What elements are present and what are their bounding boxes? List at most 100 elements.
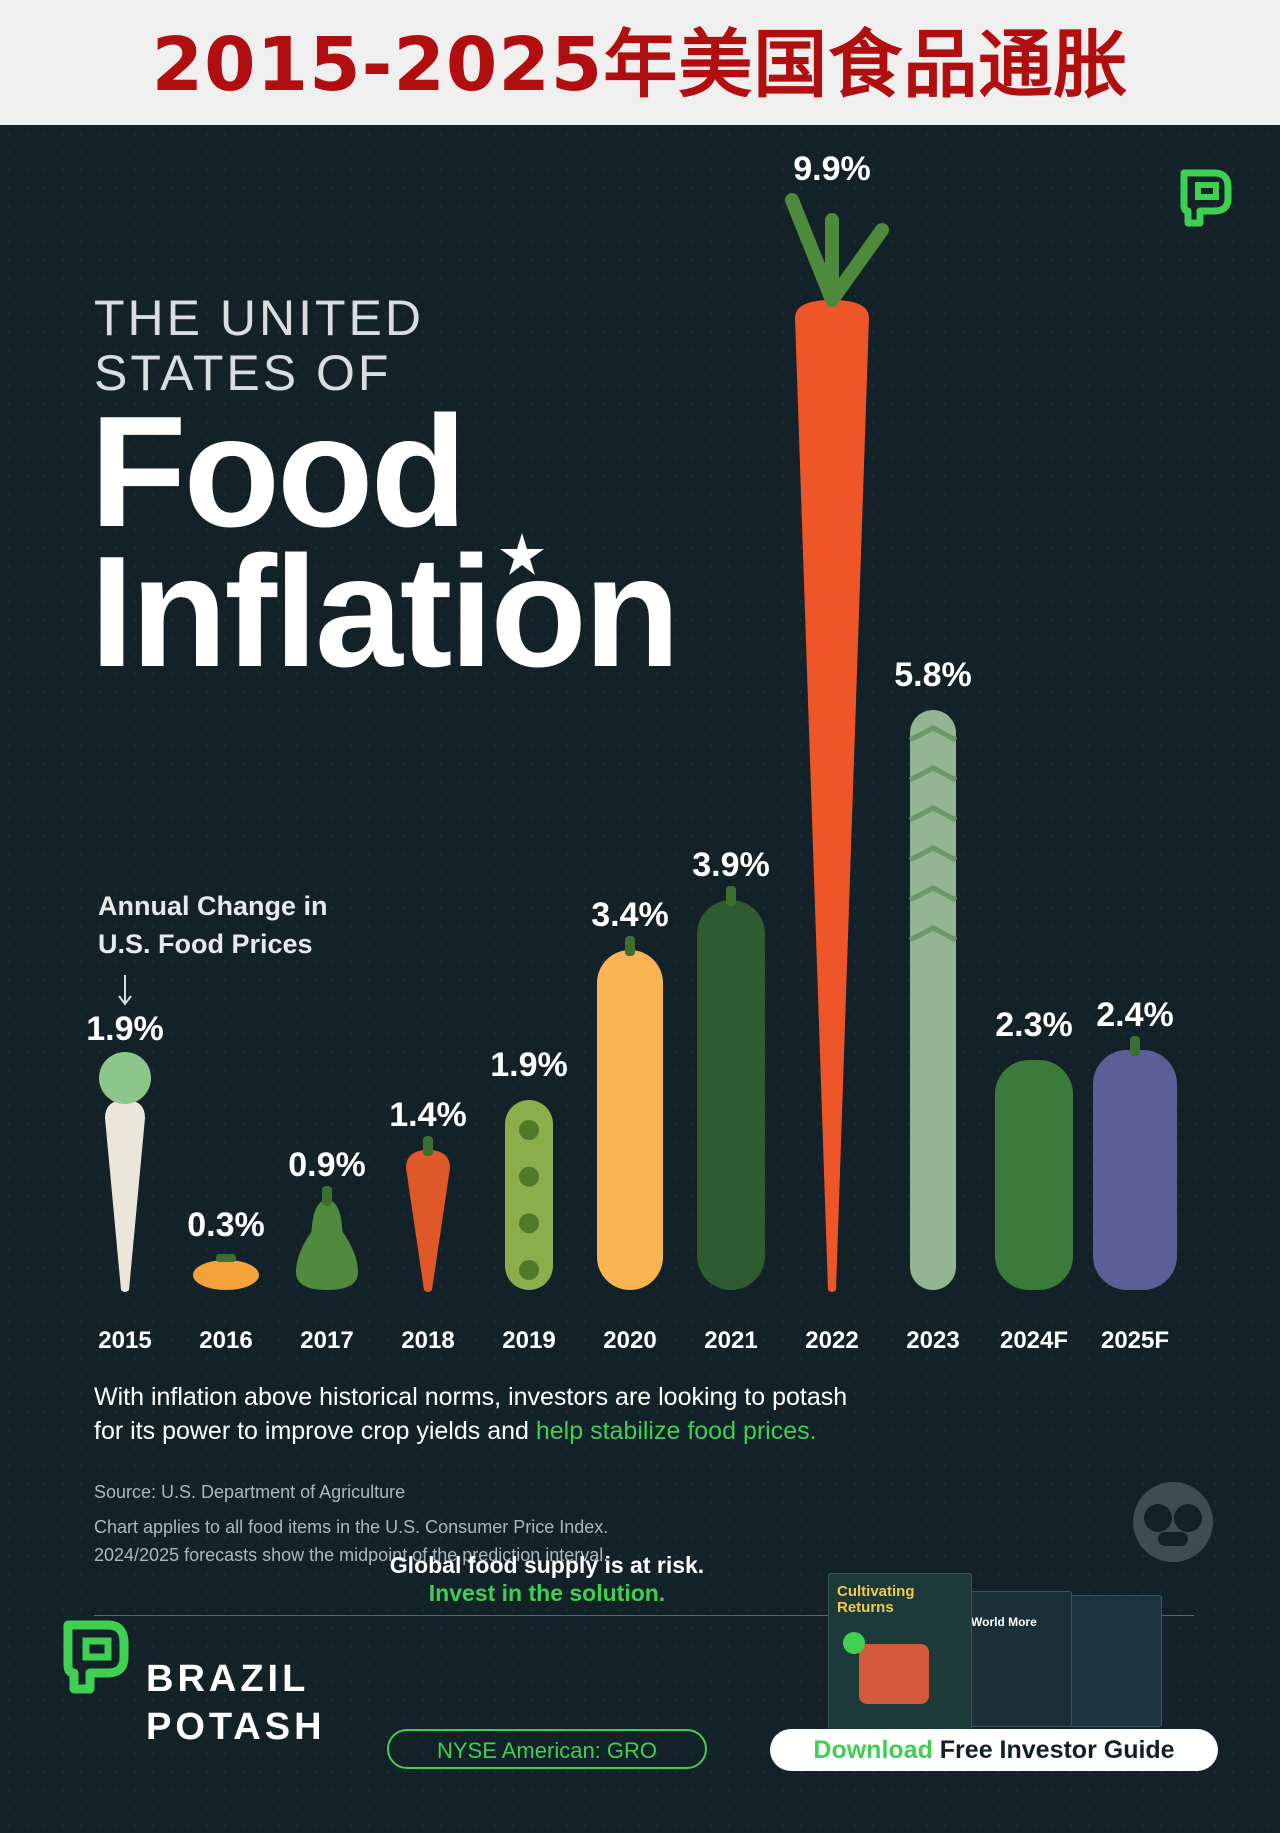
subtitle-line-2: U.S. Food Prices [98,929,313,959]
guide-cover-back-1: World More [960,1591,1072,1727]
bar-2022-body [795,300,869,1292]
bar-2025F: 2.4% 2025F [1093,996,1177,1354]
subtitle-line-1: Annual Change in [98,891,328,921]
brand-name-line-1: BRAZIL [146,1658,310,1700]
banner: 2015-2025年美国食品通胀 [0,0,1280,125]
category-label-2015: 2015 [98,1327,151,1354]
brain-emblem-icon [1133,1482,1213,1562]
bar-2018-body [406,1150,450,1292]
bar-2021-body [697,900,765,1290]
banner-title: 2015-2025年美国食品通胀 [151,22,1129,108]
stem-icon [1130,1036,1140,1056]
value-label-2022: 9.9% [793,150,871,188]
bar-2023: 5.8% 2023 [894,656,972,1354]
stem-icon [216,1254,236,1262]
category-label-2020: 2020 [603,1327,656,1354]
bar-2024F-body [995,1060,1073,1290]
star-icon [500,533,544,575]
guide-cover-title: Cultivating Returns [837,1583,915,1616]
asparagus-scale-icon [908,845,958,863]
promo-line-2: Invest in the solution. [428,1580,666,1606]
headline-line-2: Inflation [90,524,680,700]
asparagus-scale-icon [908,925,958,943]
bar-2016: 0.3% 2016 [187,1206,265,1354]
value-label-2021: 3.9% [692,846,770,884]
bar-2020: 3.4% 2020 [591,896,669,1354]
ticker-badge[interactable]: NYSE American: GRO [387,1729,707,1769]
stem-icon [322,1186,332,1206]
bar-2019: 1.9% 2019 [490,1046,568,1354]
guide-cover-leaf [843,1632,865,1654]
category-label-2018: 2018 [401,1327,454,1354]
category-label-2025F: 2025F [1101,1327,1169,1354]
bar-2017-body [296,1200,358,1290]
down-arrow-icon [118,975,132,1006]
pea-icon [519,1213,539,1234]
bar-2016-body [193,1260,259,1290]
asparagus-scale-icon [908,805,958,823]
stem-icon [423,1136,433,1156]
pea-icon [519,1166,539,1187]
value-label-2016: 0.3% [187,1206,265,1244]
chart-note-1: Chart applies to all food items in the U… [94,1517,609,1537]
category-label-2023: 2023 [906,1327,959,1354]
kicker-line-2: STATES OF [94,345,392,401]
body-text-plain: for its power to improve crop yields and [94,1417,536,1445]
bar-2023-body [910,710,956,1290]
stem-icon [726,886,736,906]
category-label-2017: 2017 [300,1327,353,1354]
download-guide-button[interactable]: Download Free Investor Guide [770,1729,1218,1771]
promo-line-1: Global food supply is at risk. [389,1552,705,1578]
body-text-highlight: help stabilize food prices. [535,1417,817,1445]
brazil-potash-logo-icon [63,1620,129,1694]
carrot-leaves-icon [785,193,889,307]
bar-2022: 9.9% 2022 [785,150,889,1354]
source-note: Source: U.S. Department of Agriculture [94,1482,406,1502]
value-label-2018: 1.4% [389,1096,467,1134]
bar-2020-body [597,950,663,1290]
bar-2017: 0.9% 2017 [288,1146,366,1354]
value-label-2020: 3.4% [591,896,669,934]
bar-2024F: 2.3% 2024F [995,1006,1073,1354]
food-inflation-chart: 1.9% 2015 0.3% 2016 0.9% 2017 1.4% 2018 1.9% 2019… [63,150,1232,1694]
body-text-line-1: With inflation above historical norms, i… [94,1383,848,1411]
category-label-2022: 2022 [805,1327,858,1354]
guide-cover-front: Cultivating Returns [828,1573,972,1731]
radish-leaves-icon [99,1052,151,1104]
divider [94,1615,1194,1616]
category-label-2019: 2019 [502,1327,555,1354]
asparagus-scale-icon [908,885,958,903]
brand-name-line-2: POTASH [146,1706,326,1748]
category-label-2024F: 2024F [1000,1327,1068,1354]
asparagus-scale-icon [908,725,958,743]
brand-logo-icon [1180,169,1232,227]
cta-rest-label: Free Investor Guide [932,1736,1175,1764]
asparagus-scale-icon [908,765,958,783]
value-label-2015: 1.9% [86,1010,164,1048]
kicker-line-1: THE UNITED [94,290,424,346]
value-label-2023: 5.8% [894,656,972,694]
guide-cover-art [859,1644,929,1704]
bar-2015: 1.9% 2015 [86,1010,164,1354]
infographic: 1.9% 2015 0.3% 2016 0.9% 2017 1.4% 2018 1.9% 2019… [0,125,1280,1833]
cta-download-label: Download [813,1736,933,1764]
guide-cover-back-2 [1060,1595,1162,1727]
value-label-2025F: 2.4% [1096,996,1174,1034]
value-label-2024F: 2.3% [995,1006,1073,1044]
category-label-2021: 2021 [704,1327,757,1354]
bar-2025F-body [1093,1050,1177,1290]
bar-2021: 3.9% 2021 [692,846,770,1354]
guide-cover-back-title: World More [971,1615,1037,1629]
value-label-2019: 1.9% [490,1046,568,1084]
chart-note-2: 2024/2025 forecasts show the midpoint of… [94,1545,609,1565]
pea-icon [519,1120,539,1140]
stem-icon [625,936,635,956]
category-label-2016: 2016 [199,1327,252,1354]
value-label-2017: 0.9% [288,1146,366,1184]
bar-2019-body [505,1100,553,1290]
headline-line-1: Food [90,384,467,560]
body-text-line-2: for its power to improve crop yields and… [94,1414,817,1448]
bar-2018: 1.4% 2018 [389,1096,467,1354]
pea-icon [519,1260,539,1280]
